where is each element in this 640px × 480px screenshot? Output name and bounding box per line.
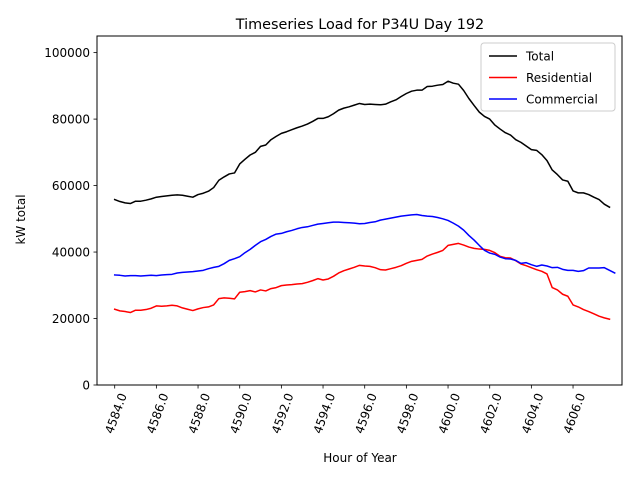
legend-label-total: Total — [525, 50, 554, 64]
y-axis-title: kW total — [14, 194, 28, 244]
x-axis-title: Hour of Year — [323, 451, 397, 465]
legend-label-commercial: Commercial — [526, 93, 598, 107]
y-tick-label: 0 — [82, 379, 90, 393]
series-line-total — [113, 80, 611, 209]
series-lines — [113, 80, 616, 321]
chart-title: Timeseries Load for P34U Day 192 — [235, 17, 484, 33]
y-tick-label: 100000 — [44, 46, 90, 60]
series-line-commercial — [113, 213, 616, 277]
y-tick-label: 40000 — [52, 246, 90, 260]
legend: Total Residential Commercial — [480, 42, 616, 112]
y-tick-label: 80000 — [52, 113, 90, 127]
y-tick-label: 60000 — [52, 179, 90, 193]
legend-label-residential: Residential — [526, 71, 592, 85]
series-line-residential — [113, 242, 611, 321]
legend-frame — [480, 42, 616, 112]
y-tick-label: 20000 — [52, 312, 90, 326]
axes-frame — [96, 35, 623, 386]
